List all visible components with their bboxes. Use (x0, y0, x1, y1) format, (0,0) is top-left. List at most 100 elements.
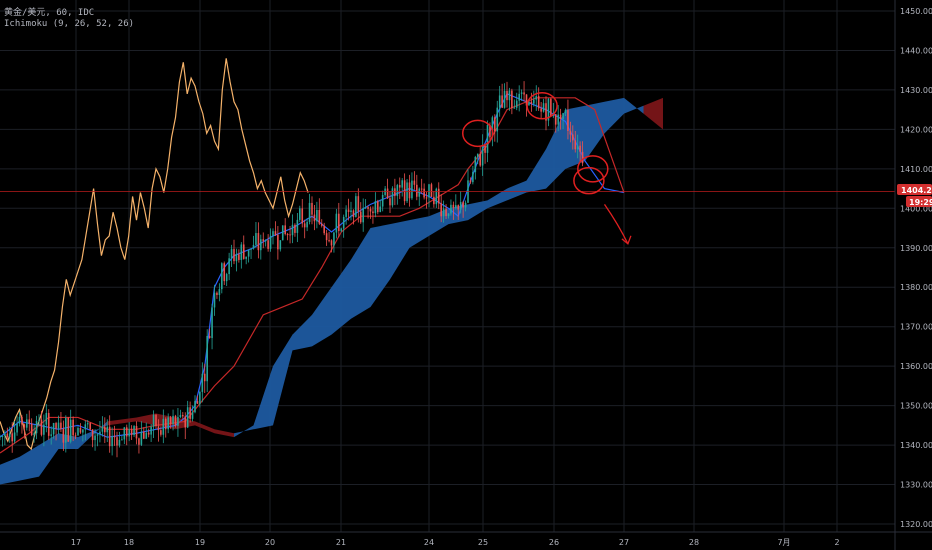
candle-up (306, 221, 308, 228)
cloud-segment-bull (526, 149, 546, 193)
candle-down (423, 188, 425, 198)
cloud-segment-bull (0, 456, 20, 485)
candle-up (362, 207, 364, 223)
candle-down (301, 208, 304, 224)
candle-down (469, 180, 472, 183)
candle-up (496, 107, 499, 132)
candle-down (169, 417, 172, 425)
annotation-arrowhead (621, 235, 632, 245)
cloud-segment-bull (253, 366, 273, 430)
candle-down (294, 224, 296, 233)
y-tick-label: 1430.00 (900, 86, 932, 95)
candle-down (494, 117, 496, 132)
candle-up (4, 433, 6, 436)
candle-up (179, 415, 182, 417)
candle-up (450, 204, 452, 214)
candle-down (155, 414, 157, 427)
candle-up (118, 439, 121, 446)
candle-up (221, 263, 223, 290)
candle-up (186, 407, 189, 428)
candle-down (425, 197, 428, 199)
candle-up (491, 117, 494, 138)
candle-up (0, 436, 1, 438)
candle-down (394, 188, 396, 197)
candle-up (316, 209, 318, 222)
candle-down (130, 429, 133, 436)
candle-down (267, 240, 269, 249)
time-axis[interactable]: 17 18 19 20 21 24 25 26 27 28 7月 2 (0, 531, 932, 547)
symbol-legend[interactable]: 黄金/美元, 60, IDC (4, 8, 95, 18)
candle-up (77, 427, 79, 436)
cloud-segment-bull (468, 200, 488, 221)
candle-up (69, 419, 72, 442)
candle-up (172, 415, 174, 425)
candle-up (191, 412, 194, 419)
countdown-label: 19:29 (909, 198, 932, 207)
candle-down (367, 207, 369, 209)
candle-down (430, 184, 433, 197)
candle-down (30, 423, 33, 436)
candle-down (113, 436, 116, 438)
candle-up (84, 424, 87, 430)
candle-up (218, 289, 221, 296)
candle-down (196, 401, 199, 404)
price-tags: 1404.29 19:29 (897, 184, 932, 207)
candle-down (452, 204, 455, 209)
candle-down (530, 101, 533, 104)
candle-up (411, 180, 413, 199)
candle-down (377, 201, 379, 213)
x-tick-label: 25 (478, 538, 488, 547)
candle-down (398, 185, 401, 188)
y-tick-label: 1340.00 (900, 441, 932, 450)
candle-down (506, 90, 508, 101)
tenkan-line (0, 93, 625, 438)
candle-up (442, 208, 445, 217)
y-tick-label: 1450.00 (900, 7, 932, 16)
candle-up (33, 433, 35, 436)
x-tick-label: 24 (424, 538, 434, 547)
cloud-segment-bear (195, 421, 215, 434)
candle-up (252, 244, 255, 249)
y-tick-label: 1320.00 (900, 520, 932, 529)
candle-down (147, 432, 150, 435)
candle-up (418, 188, 421, 197)
candle-up (335, 213, 338, 233)
candle-up (515, 100, 518, 108)
candle-up (65, 417, 67, 443)
candle-down (540, 108, 542, 112)
candle-down (325, 233, 328, 241)
candle-down (581, 151, 584, 164)
candle-down (579, 145, 581, 152)
x-tick-label: 19 (195, 538, 205, 547)
indicator-lines (0, 58, 625, 454)
candle-up (374, 201, 377, 214)
candle-down (89, 423, 91, 430)
candle-up (513, 107, 516, 109)
candle-down (501, 95, 503, 108)
last-price-tag (897, 184, 932, 195)
candle-down (303, 223, 306, 228)
annotation-circle (573, 166, 605, 195)
candle-up (140, 431, 143, 445)
candle-up (43, 424, 45, 435)
candle-up (235, 254, 238, 262)
candle-down (323, 225, 325, 234)
candle-down (537, 96, 540, 109)
cloud-segment-bull (409, 216, 429, 248)
candle-down (72, 419, 74, 436)
candle-down (338, 213, 340, 231)
x-tick-label: 20 (265, 538, 275, 547)
candle-up (260, 239, 262, 251)
price-axis[interactable]: 1450.00 1440.00 1430.00 1420.00 1410.00 1400.… (894, 0, 932, 550)
candle-up (255, 233, 257, 245)
candle-down (523, 92, 525, 95)
candle-down (104, 426, 106, 433)
candle-down (74, 435, 77, 437)
candle-down (238, 254, 240, 260)
candle-down (408, 182, 411, 199)
indicator-legend[interactable]: Ichimoku (9, 26, 52, 26) (4, 19, 135, 29)
candle-up (576, 145, 579, 150)
candle-up (557, 114, 559, 125)
y-tick-label: 1420.00 (900, 125, 932, 134)
